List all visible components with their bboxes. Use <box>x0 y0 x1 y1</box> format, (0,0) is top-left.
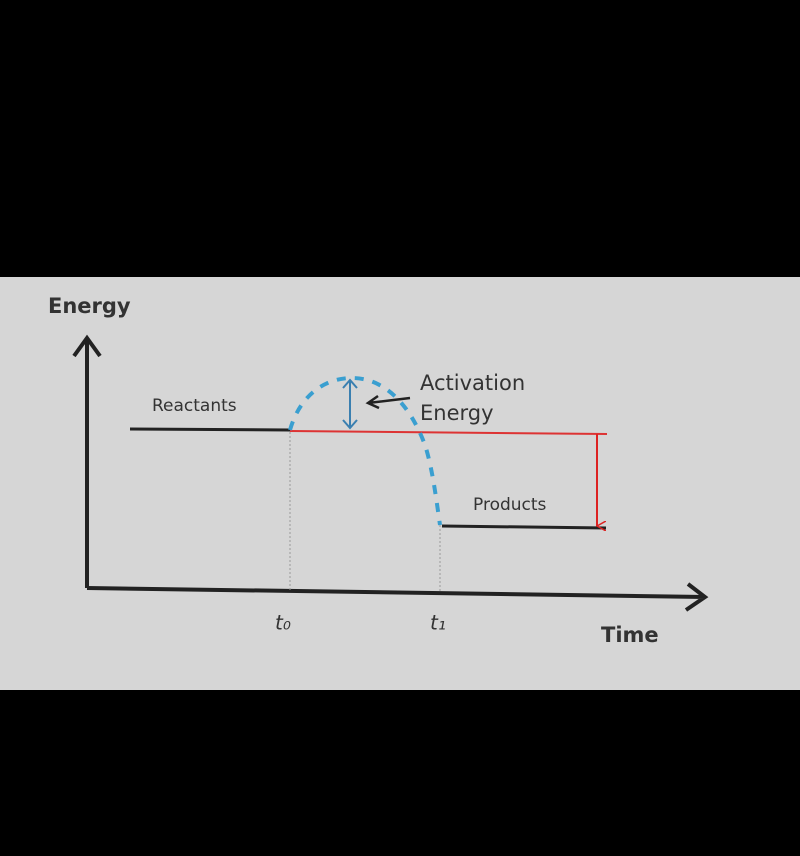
time-mark: t₀ <box>275 611 291 635</box>
pointer-arrow <box>365 394 411 410</box>
activation-label: Energy <box>420 401 494 425</box>
y-axis-label: Energy <box>48 294 131 318</box>
activation-label: Activation <box>420 371 525 395</box>
y-axis <box>72 334 102 588</box>
x-axis <box>86 582 709 612</box>
x-axis-label: Time <box>601 623 659 647</box>
activation-curve <box>288 375 442 526</box>
time-mark: t₁ <box>430 611 446 635</box>
products-label: Products <box>473 495 547 515</box>
reactant-reference-line <box>289 430 608 435</box>
reactants-level <box>129 427 291 432</box>
products-level <box>441 524 607 530</box>
activation-arrow <box>342 378 358 430</box>
panel <box>0 277 800 690</box>
reactants-label: Reactants <box>152 396 237 416</box>
